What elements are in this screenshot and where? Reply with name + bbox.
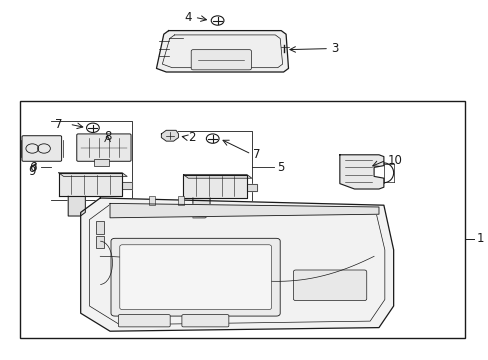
Bar <box>94 159 109 166</box>
Text: 5: 5 <box>277 161 284 174</box>
Polygon shape <box>339 155 383 189</box>
Bar <box>149 196 155 205</box>
Text: 10: 10 <box>387 154 402 167</box>
Text: 7: 7 <box>253 148 260 161</box>
Text: 3: 3 <box>331 42 338 55</box>
Polygon shape <box>156 31 288 72</box>
Polygon shape <box>110 203 378 218</box>
Polygon shape <box>122 182 132 189</box>
Polygon shape <box>161 130 178 141</box>
FancyBboxPatch shape <box>77 134 131 161</box>
FancyBboxPatch shape <box>120 245 271 310</box>
Polygon shape <box>68 196 85 216</box>
Polygon shape <box>59 173 127 176</box>
Bar <box>96 221 104 234</box>
FancyBboxPatch shape <box>118 315 170 327</box>
Text: 9: 9 <box>28 165 36 177</box>
Text: 6: 6 <box>29 161 37 174</box>
FancyBboxPatch shape <box>111 238 280 316</box>
Polygon shape <box>183 175 251 178</box>
Polygon shape <box>183 175 246 198</box>
Text: 2: 2 <box>188 131 195 144</box>
Text: 7: 7 <box>55 118 62 131</box>
Polygon shape <box>81 198 393 331</box>
Bar <box>20 101 464 338</box>
Text: 8: 8 <box>103 130 111 143</box>
FancyBboxPatch shape <box>182 315 228 327</box>
Polygon shape <box>59 173 122 196</box>
Text: 1: 1 <box>476 232 483 245</box>
FancyBboxPatch shape <box>293 270 366 301</box>
Text: 4: 4 <box>184 11 192 24</box>
FancyBboxPatch shape <box>191 50 251 70</box>
Polygon shape <box>246 184 256 191</box>
Polygon shape <box>192 198 210 218</box>
Bar <box>178 196 184 205</box>
Bar <box>96 236 104 248</box>
FancyBboxPatch shape <box>22 136 61 161</box>
